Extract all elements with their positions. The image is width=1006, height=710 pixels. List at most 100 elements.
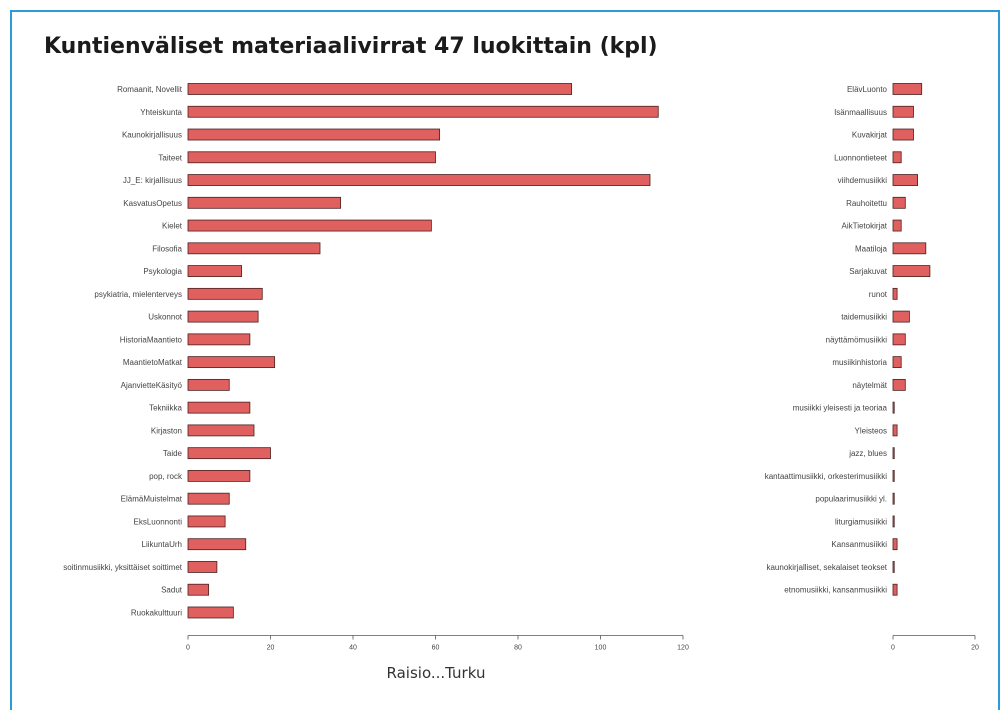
category-label: näytelmät: [852, 381, 887, 390]
category-label: musiikinhistoria: [832, 358, 887, 367]
category-label: Kielet: [162, 222, 183, 231]
bar: [187, 333, 251, 346]
category-label: populaarimusiikki yl.: [815, 495, 887, 504]
category-label: EksLuonnonti: [134, 517, 183, 526]
bar: [892, 561, 895, 573]
bar: [892, 219, 902, 232]
bar: [892, 128, 914, 141]
bar: [187, 401, 251, 414]
category-label: Rauhoitettu: [846, 199, 887, 208]
category-label: Kansanmusiikki: [831, 540, 887, 549]
category-label: runot: [869, 290, 888, 299]
category-label: Yhteiskunta: [140, 108, 182, 117]
category-label: jazz, blues: [848, 449, 887, 458]
bar: [892, 515, 895, 528]
category-label: Taiteet: [158, 153, 182, 162]
category-label: Kuvakirjat: [852, 131, 888, 140]
bar: [187, 174, 651, 186]
bar: [892, 310, 910, 323]
bar: [892, 287, 898, 300]
x-tick-label: 0: [186, 644, 190, 651]
bar: [187, 83, 573, 95]
category-label: Yleisteos: [855, 426, 887, 435]
bar: [187, 151, 436, 164]
category-label: LiikuntaUrh: [142, 540, 182, 549]
x-tick-label: 0: [891, 645, 895, 652]
bar: [187, 356, 276, 369]
bar: [892, 492, 895, 505]
bar: [187, 492, 230, 505]
x-tick-label: 120: [677, 644, 689, 651]
bar: [892, 470, 895, 482]
bar: [892, 583, 898, 596]
category-label: psykiatria, mielenterveys: [94, 290, 182, 299]
category-label: Isänmaallisuus: [834, 108, 887, 117]
category-label: Kaunokirjallisuus: [122, 131, 182, 140]
category-label: liturgiamusiikki: [835, 517, 887, 526]
category-label: Kirjaston: [151, 426, 182, 435]
bar: [187, 424, 255, 437]
bar: [187, 538, 247, 551]
category-label: näyttämömusiikki: [826, 335, 888, 344]
category-label: viihdemusiikki: [838, 176, 888, 185]
bar: [892, 242, 927, 255]
bar: [187, 606, 234, 619]
bar: [892, 538, 898, 551]
x-tick-label: 60: [432, 644, 440, 651]
bar: [892, 196, 906, 209]
category-label: MaantietoMatkat: [123, 358, 183, 367]
right-bar-chart: ElävLuonto Isänmaallisuus Kuvakirjat Luonno…: [765, 83, 979, 652]
left-bar-chart: Romaanit, Novellit Yhteiskunta Kaunokirjal…: [63, 83, 689, 651]
bar: [187, 196, 342, 209]
chart-title: Kuntienväliset materiaalivirrat 47 luoki…: [44, 34, 658, 59]
category-label: AikTietokirjat: [842, 222, 888, 231]
category-label: Uskonnot: [148, 313, 183, 322]
category-label: Psykologia: [143, 267, 182, 276]
x-tick-label: 100: [595, 644, 607, 651]
category-label: Sarjakuvat: [849, 267, 888, 276]
left-x-axis-label: Raisio...Turku: [387, 664, 486, 682]
category-label: Maatiloja: [855, 244, 888, 253]
category-label: AjanvietteKäsityö: [121, 381, 183, 390]
bar: [892, 378, 906, 391]
category-label: KasvatusOpetus: [123, 199, 182, 208]
category-label: kantaattimusiikki, orkesterimusiikki: [765, 472, 887, 481]
category-label: HistoriaMaantieto: [120, 335, 183, 344]
category-label: Filosofia: [152, 244, 182, 253]
bar: [187, 310, 259, 323]
bar: [892, 356, 902, 369]
category-label: musiikki yleisesti ja teoriaa: [793, 404, 888, 413]
bar: [892, 174, 919, 186]
category-label: JJ_E: kirjallisuus: [123, 176, 182, 185]
x-tick-label: 40: [349, 644, 357, 651]
x-tick-label: 20: [971, 645, 979, 652]
bar: [187, 561, 218, 573]
category-label: ElävLuonto: [847, 85, 888, 94]
category-label: etnomusiikki, kansanmusiikki: [784, 586, 887, 595]
category-label: Tekniikka: [149, 404, 182, 413]
figure-frame: [10, 10, 1000, 710]
bar: [892, 265, 931, 277]
category-label: kaunokirjalliset, sekalaiset teokset: [766, 563, 887, 572]
category-label: pop, rock: [149, 472, 183, 481]
bar: [187, 128, 441, 141]
category-label: Taide: [163, 449, 183, 458]
bar: [187, 515, 226, 528]
bar: [187, 219, 432, 232]
bar: [187, 378, 230, 391]
bar: [892, 105, 914, 118]
bar: [187, 583, 210, 596]
bar: [892, 83, 923, 95]
bar: [187, 287, 263, 300]
bar: [892, 424, 898, 437]
bar: [892, 401, 895, 414]
x-tick-label: 20: [267, 644, 275, 651]
bar: [187, 105, 659, 118]
category-label: Romaanit, Novellit: [117, 85, 183, 94]
bar: [187, 447, 271, 460]
category-label: Sadut: [161, 586, 183, 595]
bar: [187, 470, 251, 482]
bar: [187, 265, 243, 277]
category-label: ElämäMuistelmat: [121, 495, 183, 504]
